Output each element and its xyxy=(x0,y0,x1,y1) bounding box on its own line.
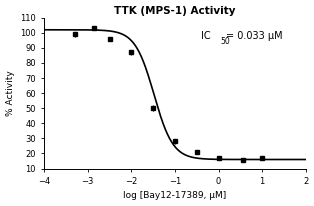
Text: = 0.033 μM: = 0.033 μM xyxy=(225,31,282,41)
Title: TTK (MPS-1) Activity: TTK (MPS-1) Activity xyxy=(114,6,236,16)
X-axis label: log [Bay12-17389, μM]: log [Bay12-17389, μM] xyxy=(123,191,227,200)
Y-axis label: % Activity: % Activity xyxy=(6,70,14,116)
Text: IC: IC xyxy=(201,31,211,41)
Text: 50: 50 xyxy=(220,37,230,46)
